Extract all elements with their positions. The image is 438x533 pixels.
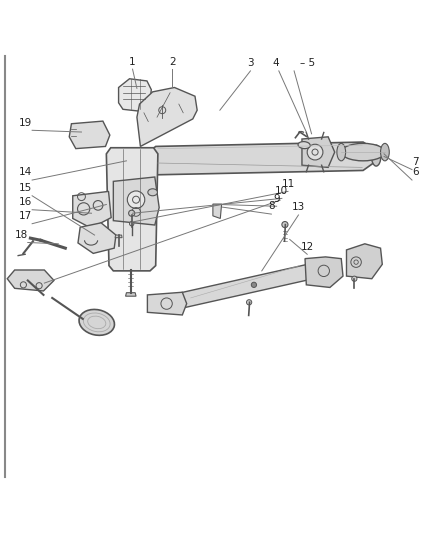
Circle shape: [130, 222, 134, 226]
Polygon shape: [119, 79, 151, 111]
Ellipse shape: [148, 189, 157, 196]
Text: 2: 2: [169, 56, 176, 67]
Text: 9: 9: [273, 193, 280, 204]
Polygon shape: [148, 292, 187, 315]
Polygon shape: [113, 177, 159, 225]
Text: 11: 11: [281, 179, 295, 189]
Polygon shape: [115, 235, 122, 238]
Text: 6: 6: [412, 167, 419, 177]
Polygon shape: [145, 142, 375, 175]
Text: 8: 8: [268, 201, 275, 212]
Text: 17: 17: [19, 211, 32, 221]
Ellipse shape: [371, 145, 381, 166]
Ellipse shape: [381, 143, 389, 161]
Polygon shape: [78, 223, 116, 253]
Text: 3: 3: [247, 58, 254, 68]
Text: 16: 16: [19, 197, 32, 207]
Polygon shape: [126, 293, 136, 296]
Circle shape: [247, 300, 252, 305]
Polygon shape: [69, 121, 110, 149]
Text: 15: 15: [19, 183, 32, 193]
Text: – 5: – 5: [300, 58, 315, 68]
Text: 19: 19: [19, 118, 32, 128]
Text: 13: 13: [292, 203, 305, 212]
Circle shape: [127, 191, 145, 208]
Polygon shape: [106, 148, 158, 271]
Circle shape: [307, 144, 323, 160]
Text: 10: 10: [276, 186, 289, 196]
Ellipse shape: [341, 143, 385, 161]
Text: 1: 1: [129, 56, 136, 67]
Circle shape: [129, 210, 135, 216]
Circle shape: [352, 276, 357, 281]
Polygon shape: [137, 87, 197, 147]
Polygon shape: [73, 191, 111, 228]
Text: 4: 4: [272, 58, 279, 68]
Polygon shape: [173, 262, 317, 310]
Circle shape: [251, 282, 257, 287]
Polygon shape: [346, 244, 382, 279]
Ellipse shape: [298, 142, 310, 149]
Text: 14: 14: [19, 167, 32, 177]
Text: 12: 12: [300, 241, 314, 252]
Text: 18: 18: [14, 230, 28, 240]
Polygon shape: [302, 137, 335, 167]
Text: 7: 7: [412, 157, 419, 167]
Ellipse shape: [337, 143, 346, 161]
Polygon shape: [213, 204, 222, 219]
Ellipse shape: [79, 310, 114, 335]
Polygon shape: [305, 257, 343, 287]
Polygon shape: [7, 270, 54, 291]
Circle shape: [282, 222, 288, 228]
